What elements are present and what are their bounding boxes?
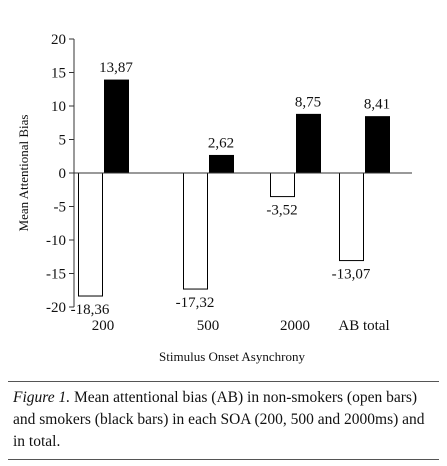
x-tick-label: 500 [197,318,220,334]
bars-group [78,79,390,297]
x-tick-label: 200 [92,318,115,334]
caption-text: Mean attentional bias (AB) in non-smoker… [13,389,425,450]
bar-smokers [296,113,321,174]
x-tick-labels: 200 500 2000 AB total [92,318,390,334]
figure-label: Figure 1. [13,389,71,406]
bar-nonsmokers [339,172,364,262]
y-tick-label: 0 [59,166,67,182]
y-tick-label: -10 [46,233,66,249]
caption-bottom-rule [8,459,439,460]
value-labels: -18,36 13,87 -17,32 2,62 -3,52 8,75 -13,07 8,41 [71,60,391,318]
y-tick-label: 5 [59,133,67,149]
data-label: -3,52 [266,203,297,219]
bar-chart: 20 15 10 5 0 -5 -10 -15 -20 200 500 2000 AB total -… [16,32,412,364]
x-tick-label: 2000 [280,318,310,334]
y-tick-label: -20 [46,300,66,316]
data-label: 13,87 [99,60,133,76]
y-axis: 20 15 10 5 0 -5 -10 -15 -20 [46,32,75,316]
bar-nonsmokers [270,172,295,198]
data-label: -17,32 [176,295,215,311]
x-tick-label: AB total [338,318,389,334]
x-axis-label: Stimulus Onset Asynchrony [159,349,305,364]
bar-smokers [104,79,129,174]
y-tick-label: 15 [51,66,66,82]
y-tick-label: 20 [51,32,66,48]
data-label: 2,62 [208,135,234,151]
bar-nonsmokers [78,172,103,297]
y-tick-label: -5 [54,200,67,216]
data-label: -18,36 [71,302,110,318]
data-label: 8,75 [295,94,321,110]
bar-smokers [209,154,234,174]
y-axis-label: Mean Attentional Bias [16,115,31,232]
data-label: -13,07 [332,267,371,283]
figure-caption: Figure 1. Mean attentional bias (AB) in … [13,387,433,453]
data-label: 8,41 [364,97,390,113]
caption-top-rule [8,381,439,382]
bar-nonsmokers [183,172,208,290]
bar-smokers [365,116,390,174]
y-tick-label: -15 [46,267,66,283]
y-tick-label: 10 [51,99,66,115]
